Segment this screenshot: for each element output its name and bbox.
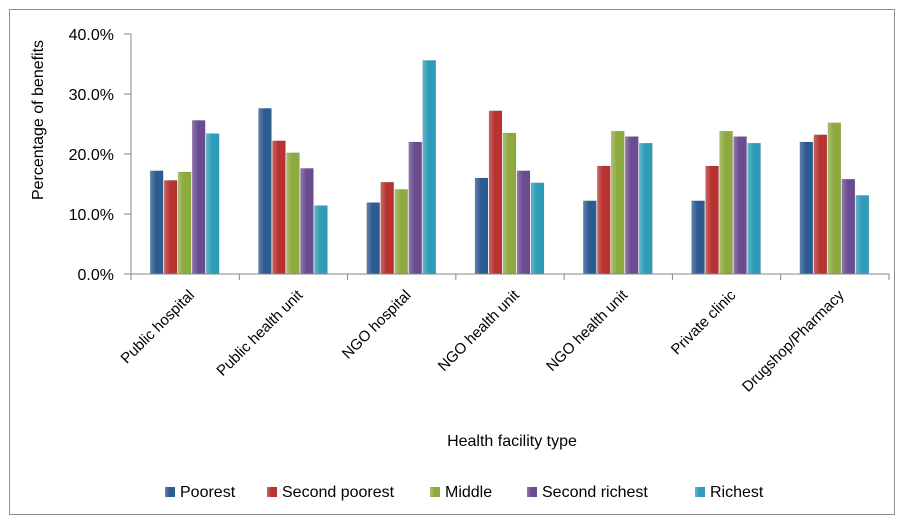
legend-item: Richest [695,484,764,501]
x-category-label: NGO health unit [543,286,632,375]
bar-poorest [149,170,164,275]
legend-item: Second poorest [267,484,395,501]
y-tick-label: 40.0% [69,27,114,44]
x-category-label: Public health unit [213,286,306,379]
bar-richest [639,142,653,275]
bar-middle [611,130,625,275]
bar-middle [286,152,300,275]
bar-middle [827,122,842,275]
legend-swatch [165,487,175,497]
legend-swatch [527,487,537,497]
bar-second-poorest [597,165,611,275]
y-tick-label: 30.0% [69,87,114,104]
y-tick-label: 20.0% [69,147,114,164]
bar-richest [422,60,436,275]
bar-second-richest [625,136,639,275]
x-axis-title: Health facility type [447,433,577,450]
bar-second-poorest [272,140,286,275]
legend-label: Richest [710,484,764,501]
x-category-label: NGO hospital [339,287,415,363]
y-axis-title: Percentage of benefits [30,40,47,200]
legend-swatch [695,487,705,497]
x-category-label: Private clinic [668,286,740,358]
legend: Poorest Second poorest Middle Second riches… [165,484,764,501]
legend-swatch [267,487,277,497]
bar-second-poorest [813,134,828,275]
bar-second-richest [841,178,856,275]
bar-middle [394,189,408,275]
legend-swatch [430,487,440,497]
bar-middle [502,132,517,275]
y-axis-ticks: 0.0% 10.0% 20.0% 30.0% 40.0% [69,27,131,284]
legend-item: Poorest [165,484,236,501]
legend-label: Poorest [180,484,236,501]
bar-richest [314,205,328,275]
bar-richest [747,142,761,275]
bar-second-poorest [705,165,719,275]
bar-second-richest [408,141,422,275]
bar-second-richest [300,168,314,275]
bar-richest [855,195,870,275]
x-category-label: Public hospital [118,287,198,367]
legend-item: Middle [430,484,492,501]
bar-richest [205,133,220,275]
bar-poorest [583,200,597,275]
legend-label: Second poorest [282,484,395,501]
bar-poorest [799,141,814,275]
bar-second-richest [516,170,531,275]
legend-label: Second richest [542,484,648,501]
bar-second-poorest [380,181,394,275]
x-axis-labels: Public hospital Public health unit NGO hos… [118,286,848,395]
bar-middle [177,171,192,275]
bar-second-poorest [488,110,503,275]
legend-label: Middle [445,484,492,501]
bar-richest [530,182,545,275]
y-tick-label: 10.0% [69,207,114,224]
bar-poorest [258,108,272,275]
bar-second-poorest [163,180,178,275]
x-category-label: Drugshop/Pharmacy [739,286,848,395]
bar-poorest [474,177,489,275]
bar-poorest [366,202,380,275]
bars [149,60,870,275]
x-category-label: NGO health unit [435,286,524,375]
y-tick-label: 0.0% [78,267,114,284]
axes [130,34,890,280]
bar-second-richest [733,136,747,275]
bar-second-richest [191,120,206,275]
bar-poorest [691,200,705,275]
bar-middle [719,130,733,275]
legend-item: Second richest [527,484,648,501]
